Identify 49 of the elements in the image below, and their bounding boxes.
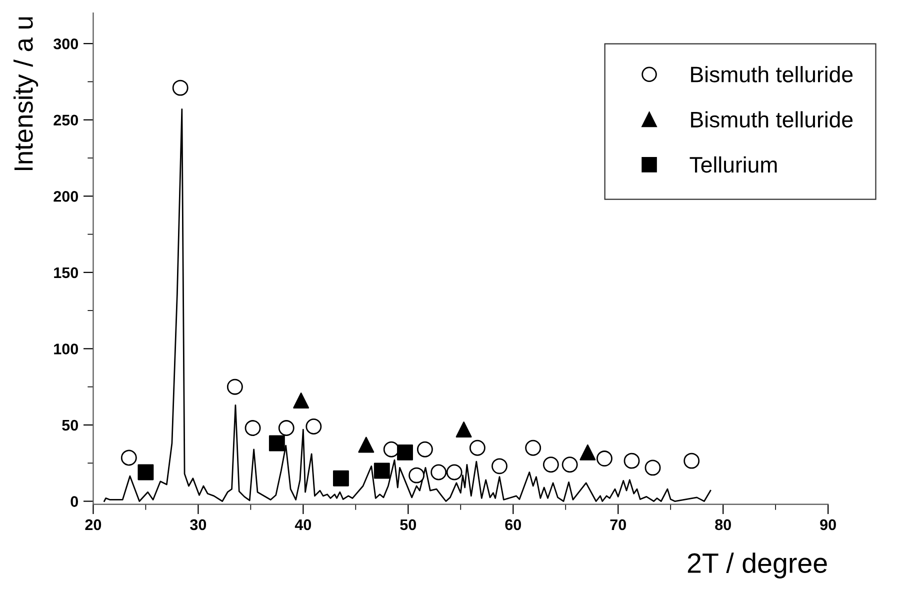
point [138,464,154,480]
point [684,452,700,469]
x-axis-title: 2T / degree [688,552,827,578]
legend-label: Tellurium [690,156,777,173]
y-tick-label: 100 [54,344,78,354]
y-axis-title: Intensity / a u [14,17,38,170]
point [562,456,578,473]
point [172,80,188,96]
y-tick-label: 250 [54,114,78,126]
x-tick-label: 20 [85,519,102,530]
point [416,441,433,458]
y-tick-label: 150 [54,267,78,278]
y-tick-label: 200 [54,191,78,202]
legend-label: Bismuth telluride [691,111,853,128]
y-tick-label: 50 [62,420,78,431]
point [408,467,425,484]
x-tick-label: 80 [715,519,731,530]
point [469,440,486,456]
point [293,392,310,409]
point [226,378,243,395]
point [268,435,285,452]
legend-label: Bismuth telluride [691,66,853,82]
point [358,436,374,453]
point [624,452,640,469]
point [525,440,542,456]
point [120,450,137,466]
point [244,420,261,436]
point [456,422,472,438]
y-tick-label: 300 [53,38,78,50]
point [492,458,508,474]
point [580,444,596,460]
point [332,470,349,486]
x-tick-label: 90 [820,519,836,530]
x-tick-label: 50 [400,519,416,530]
point [383,441,400,458]
point [596,450,612,467]
point [644,460,661,476]
point [397,444,413,460]
point [278,420,294,436]
point [306,418,322,434]
point [374,462,390,479]
point [542,456,559,473]
point [430,464,447,480]
y-tick-label: 0 [70,496,78,507]
x-tick-label: 30 [190,519,206,530]
x-tick-label: 70 [610,519,626,530]
x-tick-label: 40 [294,519,312,530]
x-tick-label: 60 [505,519,522,530]
point [446,464,462,480]
